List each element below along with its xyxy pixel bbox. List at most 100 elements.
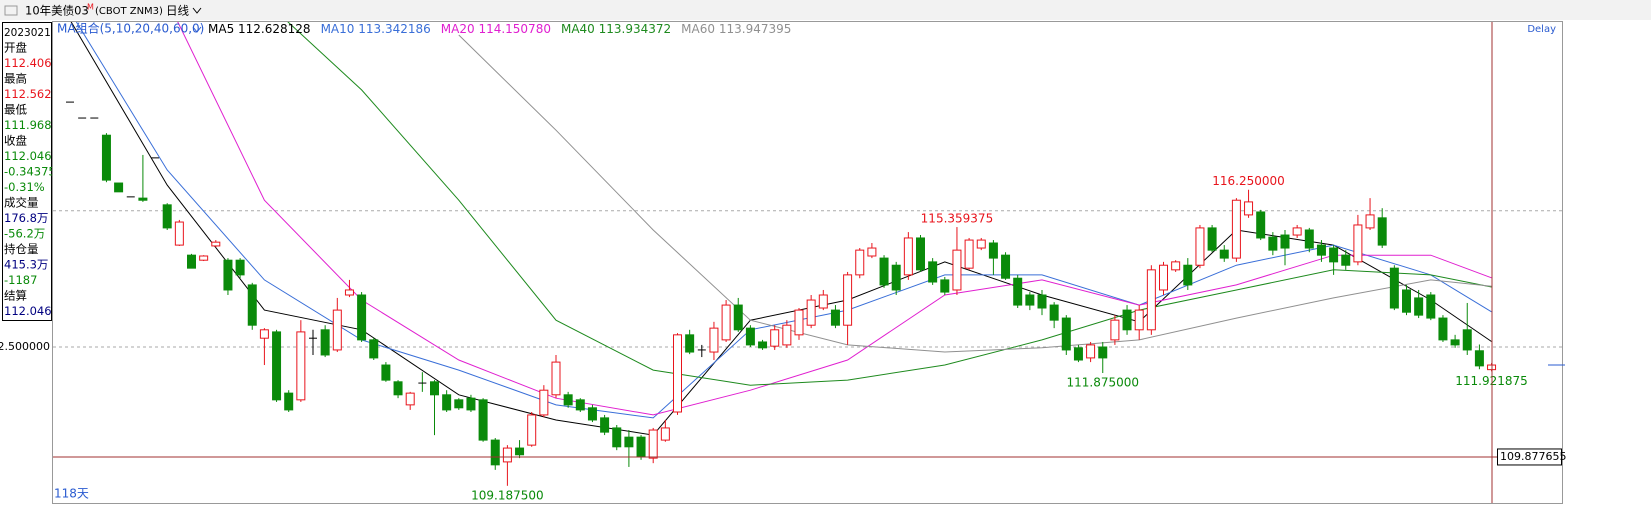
- info-value: -56.2万: [4, 227, 45, 241]
- candle-body: [515, 447, 525, 456]
- info-label: 收盘: [4, 134, 27, 148]
- candle-body: [539, 389, 549, 416]
- candle-body: [187, 254, 196, 269]
- legend-name: MA5: [208, 22, 234, 36]
- candle-body: [1086, 344, 1096, 359]
- candle-body: [806, 299, 816, 326]
- candle-body: [600, 417, 610, 433]
- candle-body: [1426, 294, 1436, 319]
- candle-body: [551, 361, 561, 396]
- legend-entry: MA5 112.628128: [208, 22, 311, 36]
- candle-body: [502, 447, 512, 463]
- candle-body: [259, 329, 269, 339]
- legend-value: 113.342186: [358, 22, 431, 36]
- legend-entry: MA60 113.947395: [681, 22, 791, 36]
- candle-body: [466, 397, 476, 411]
- dropdown[interactable]: [192, 26, 202, 33]
- candle-body: [199, 255, 209, 261]
- candle-body: [1244, 201, 1254, 216]
- candle-body: [1438, 317, 1448, 341]
- crosshair-label: 109.877655: [1500, 450, 1566, 463]
- legend-entry: MA10 113.342186: [321, 22, 431, 36]
- info-value: -0.34375: [4, 165, 56, 179]
- candle-body: [1292, 227, 1302, 236]
- candle-body: [1134, 309, 1144, 331]
- candle-body: [1341, 254, 1351, 266]
- candle-body: [636, 436, 646, 458]
- candle-body: [1195, 227, 1205, 266]
- candle-body: [612, 427, 622, 448]
- candle-body: [1316, 244, 1326, 256]
- candle-body: [1377, 217, 1387, 246]
- candle-body: [1013, 277, 1023, 306]
- candle-body: [357, 294, 367, 341]
- candle-body: [1389, 267, 1399, 309]
- candle-body: [673, 334, 682, 413]
- candle-body: [1304, 229, 1314, 249]
- candle-body: [1207, 227, 1217, 251]
- symbol-title[interactable]: 10年美债03: [25, 4, 89, 18]
- candle-body: [1329, 247, 1339, 263]
- days: 118天: [54, 487, 89, 501]
- candle-body: [211, 241, 221, 247]
- ma-group[interactable]: MA组合(5,10,20,40,60,0): [57, 21, 204, 36]
- candle-body: [575, 399, 585, 411]
- legend-value: 114.150780: [478, 22, 551, 36]
- candle-body: [1462, 329, 1472, 351]
- candle-body: [223, 259, 233, 291]
- candle-body: [101, 134, 111, 181]
- candle-body: [1353, 224, 1363, 263]
- info-label: 成交量: [4, 196, 39, 210]
- plot: [53, 22, 1562, 486]
- candle-body: [247, 284, 257, 326]
- info-value: 112.046875: [4, 149, 74, 163]
- icon: [4, 5, 18, 16]
- annotation: 116.250000: [1212, 174, 1285, 188]
- legend-value: 113.947395: [719, 22, 792, 36]
- candle-body: [794, 309, 804, 336]
- candle-body: [1474, 350, 1484, 367]
- candle-body: [454, 399, 464, 409]
- info-value: 176.8万: [4, 211, 48, 225]
- info-label: 最低: [4, 103, 27, 117]
- candle-body: [843, 274, 853, 326]
- legend-entry: MA20 114.150780: [441, 22, 551, 36]
- ma-line: [458, 34, 1492, 353]
- toolbar: [0, 0, 1651, 20]
- info-value: 111.96875: [4, 118, 66, 132]
- candle-body: [952, 249, 962, 291]
- candle-body: [587, 407, 597, 421]
- crosshair-box: [1497, 448, 1562, 466]
- candle-body: [1110, 319, 1120, 341]
- candle-body: [1268, 236, 1278, 251]
- legend-name: MA60: [681, 22, 715, 36]
- candle-body: [332, 309, 342, 351]
- candle-body: [527, 414, 537, 446]
- dropdown[interactable]: [192, 7, 202, 14]
- candle-body: [709, 327, 719, 353]
- candle-body: [1171, 261, 1181, 271]
- period[interactable]: 日线: [166, 4, 189, 18]
- candle-body: [988, 242, 998, 259]
- candle-body: [235, 259, 245, 276]
- candle-body: [1280, 234, 1290, 249]
- candle-body: [648, 429, 658, 459]
- annotation: 111.875000: [1066, 376, 1139, 390]
- candle-body: [1049, 304, 1059, 321]
- candle-body: [430, 381, 439, 396]
- legend-value: 113.934372: [599, 22, 672, 36]
- info-value: -1187: [4, 273, 37, 287]
- candle-body: [1037, 294, 1047, 309]
- info-date: 20230215: [4, 27, 57, 39]
- candle-body: [758, 341, 768, 349]
- candle-body: [940, 279, 950, 293]
- candle-body: [563, 394, 573, 406]
- legend-entry: MA40 113.934372: [561, 22, 671, 36]
- candle-body: [405, 392, 415, 406]
- candle-body: [442, 394, 452, 411]
- candle-body: [830, 309, 840, 326]
- candle-body: [1146, 269, 1156, 331]
- candle-body: [855, 249, 865, 276]
